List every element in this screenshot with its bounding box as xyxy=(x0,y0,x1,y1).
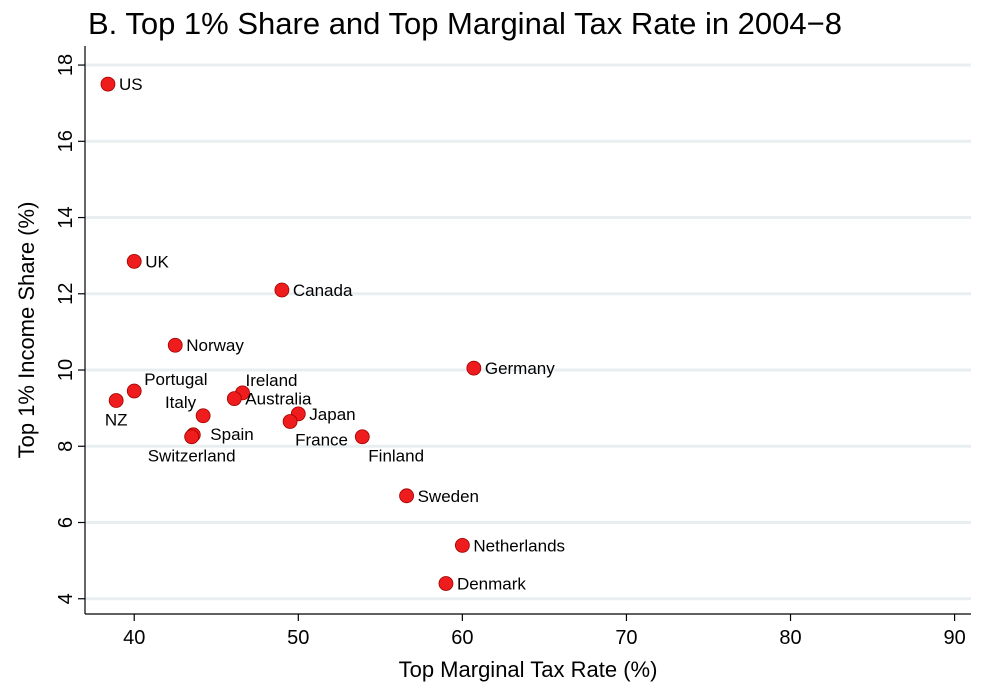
x-tick-label: 70 xyxy=(615,627,637,649)
y-tick-label: 18 xyxy=(55,54,77,76)
point-label: Norway xyxy=(186,336,244,355)
grid-lines xyxy=(85,63,971,601)
data-point xyxy=(108,393,124,408)
y-tick-label: 6 xyxy=(55,517,77,528)
data-point xyxy=(354,429,370,445)
data-point xyxy=(282,414,298,429)
point-label: Switzerland xyxy=(148,447,236,466)
x-tick-label: 50 xyxy=(287,627,309,649)
data-point xyxy=(184,429,200,445)
point-label: NZ xyxy=(105,411,128,430)
x-tick-label: 80 xyxy=(779,627,801,649)
point-label: Portugal xyxy=(144,370,207,389)
data-point xyxy=(454,537,470,553)
point-label: Canada xyxy=(293,281,353,300)
data-point xyxy=(126,383,142,399)
point-label: Finland xyxy=(368,447,424,466)
point-label: Denmark xyxy=(457,575,526,594)
y-tick-label: 12 xyxy=(55,283,77,305)
y-tick-label: 4 xyxy=(55,593,77,604)
y-axis-label: Top 1% Income Share (%) xyxy=(14,202,39,459)
chart-title: B. Top 1% Share and Top Marginal Tax Rat… xyxy=(88,6,842,41)
x-axis-label: Top Marginal Tax Rate (%) xyxy=(399,657,658,682)
point-label: Germany xyxy=(485,359,555,378)
data-point xyxy=(167,337,183,353)
point-label: Sweden xyxy=(418,487,479,506)
y-tick-label: 10 xyxy=(55,359,77,381)
x-tick-label: 40 xyxy=(123,627,145,649)
axes xyxy=(84,46,971,615)
point-label: US xyxy=(119,75,143,94)
point-label: Japan xyxy=(309,405,355,424)
point-labels: US UK Canada Norway Germany Portugal NZ Ireland… xyxy=(105,75,565,593)
data-points xyxy=(100,76,482,591)
data-point xyxy=(195,408,211,424)
x-tick-label: 60 xyxy=(451,627,473,649)
data-point xyxy=(399,488,414,504)
point-label: Italy xyxy=(165,393,197,412)
ticks: 4 6 8 10 12 14 16 18 40 50 60 70 80 90 xyxy=(55,54,966,649)
y-tick-label: 14 xyxy=(55,206,77,228)
point-label: Ireland xyxy=(246,371,298,390)
point-label: Australia xyxy=(245,390,312,409)
data-point xyxy=(466,360,482,376)
point-label: UK xyxy=(145,252,169,271)
data-point xyxy=(438,576,454,591)
data-point xyxy=(126,253,142,269)
point-label: Netherlands xyxy=(473,536,565,555)
point-label: Spain xyxy=(210,425,253,444)
point-label: France xyxy=(295,430,348,449)
y-tick-label: 8 xyxy=(55,441,77,452)
data-point xyxy=(274,282,290,298)
y-tick-label: 16 xyxy=(55,130,77,152)
data-point xyxy=(100,76,116,92)
data-point xyxy=(226,391,242,407)
x-tick-label: 90 xyxy=(943,627,965,649)
